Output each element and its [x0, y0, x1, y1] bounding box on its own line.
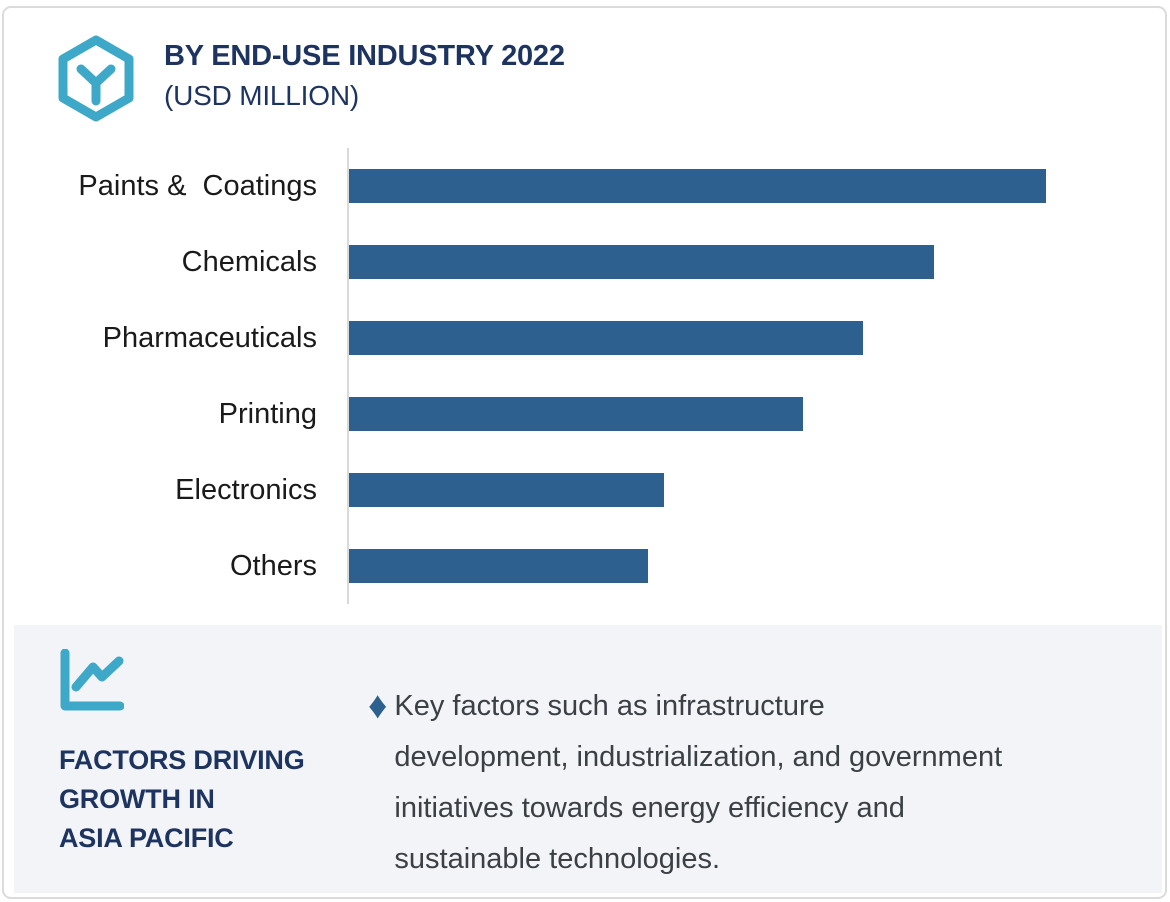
- chart-row: Electronics: [0, 452, 1170, 528]
- bar: [349, 321, 863, 355]
- bar: [349, 473, 665, 507]
- key-factors-bullet: ♦ Key factors such as infrastructure dev…: [368, 681, 1148, 885]
- chart-subtitle: (USD MILLION): [164, 80, 359, 111]
- bar: [349, 169, 1046, 203]
- chart-row: Printing: [0, 376, 1170, 452]
- chart-row: Others: [0, 528, 1170, 604]
- category-label: Pharmaceuticals: [102, 321, 317, 354]
- bullet-text: Key factors such as infrastructure devel…: [394, 690, 1003, 875]
- chart-row: Chemicals: [0, 224, 1170, 300]
- diamond-bullet-icon: ♦: [368, 685, 388, 727]
- category-label: Others: [229, 549, 317, 582]
- bar: [349, 549, 648, 583]
- hexagon-y-logo-icon: [58, 35, 134, 122]
- chart-row: Paints & Coatings: [0, 148, 1170, 224]
- panel-heading: FACTORS DRIVING GROWTH IN ASIA PACIFIC: [59, 745, 305, 853]
- category-label: Printing: [218, 397, 317, 430]
- chart-rows: Paints & Coatings Chemicals Pharmaceutical…: [0, 148, 1170, 604]
- category-axis-line: [347, 148, 349, 604]
- bar: [349, 245, 934, 279]
- chart-title: BY END-USE INDUSTRY 2022: [164, 40, 565, 72]
- chart-row: Pharmaceuticals: [0, 300, 1170, 376]
- category-label: Chemicals: [181, 245, 317, 278]
- bar-chart: Paints & Coatings Chemicals Pharmaceutical…: [0, 148, 1170, 604]
- line-chart-icon: [60, 649, 124, 711]
- chart-header: BY END-USE INDUSTRY 2022 (USD MILLION): [164, 40, 565, 112]
- category-label: Paints & Coatings: [78, 169, 317, 202]
- category-label: Electronics: [175, 473, 317, 506]
- bar: [349, 397, 803, 431]
- factors-panel: FACTORS DRIVING GROWTH IN ASIA PACIFIC ♦…: [14, 625, 1162, 893]
